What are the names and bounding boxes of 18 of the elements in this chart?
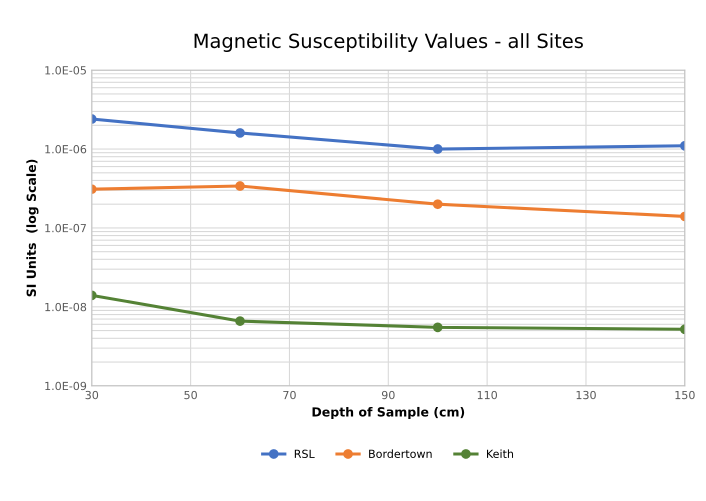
legend-label: RSL bbox=[294, 450, 315, 458]
legend-label: Keith bbox=[487, 449, 514, 458]
x-axis-title: Depth of Sample (cm) bbox=[312, 406, 464, 420]
legend-label: Bordertown bbox=[369, 449, 432, 458]
x-tick-label: 150 bbox=[675, 390, 695, 400]
y-tick-label: 1.0E-09 bbox=[45, 382, 86, 390]
x-tick-label: 50 bbox=[184, 390, 197, 400]
x-tick-label: 110 bbox=[478, 390, 498, 400]
x-tick-label: 30 bbox=[86, 390, 98, 400]
y-tick-label: 1.0E-05 bbox=[45, 66, 86, 75]
x-tick-label: 90 bbox=[382, 390, 395, 400]
y-tick-label: 1.0E-07 bbox=[45, 224, 86, 232]
x-tick-label: 70 bbox=[283, 390, 296, 400]
y-tick-label: 1.0E-08 bbox=[45, 302, 86, 312]
x-tick-label: 130 bbox=[576, 390, 596, 400]
y-axis-title: SI Units (log Scale) bbox=[26, 160, 39, 296]
chart-title: Magnetic Susceptibility Values - all Sites bbox=[194, 33, 583, 52]
y-tick-label: 1.0E-06 bbox=[45, 145, 86, 154]
